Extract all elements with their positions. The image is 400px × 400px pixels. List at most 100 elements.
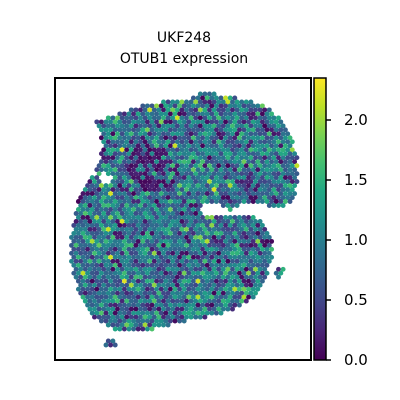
spot	[193, 234, 199, 240]
spot	[276, 115, 281, 121]
spot	[239, 266, 245, 272]
spot	[140, 127, 146, 133]
spot	[190, 95, 196, 101]
spot	[138, 171, 143, 177]
spot	[149, 302, 155, 308]
spot	[108, 342, 114, 348]
spot	[179, 211, 185, 216]
spot	[165, 298, 171, 304]
spot	[248, 163, 254, 169]
spot	[108, 262, 114, 268]
spot	[220, 242, 226, 248]
spot	[239, 147, 245, 153]
spot	[195, 254, 201, 260]
spot	[151, 282, 157, 288]
spot	[170, 99, 176, 105]
spot	[174, 258, 180, 264]
spot	[278, 270, 284, 276]
spot	[121, 222, 127, 228]
spot	[216, 195, 222, 201]
spot	[131, 175, 137, 181]
spot	[255, 222, 261, 228]
spot	[225, 115, 231, 121]
spot	[181, 135, 187, 141]
spot	[110, 163, 116, 169]
spot	[262, 258, 268, 264]
spot	[71, 262, 77, 268]
spot	[190, 278, 196, 284]
spot	[202, 163, 208, 169]
spot	[119, 203, 125, 208]
spot	[207, 226, 212, 232]
spot	[266, 155, 272, 161]
spot	[82, 242, 88, 248]
spot	[285, 187, 291, 193]
spot	[138, 123, 143, 129]
spot	[253, 242, 258, 248]
spot	[165, 266, 171, 272]
spot	[241, 159, 247, 165]
spot	[188, 115, 194, 121]
spot	[239, 234, 245, 240]
spot	[128, 298, 134, 304]
spot	[264, 151, 270, 157]
spot	[151, 171, 157, 177]
spot	[124, 123, 130, 129]
spot	[161, 195, 166, 201]
spot	[142, 123, 148, 129]
spot	[142, 139, 148, 145]
spot	[154, 135, 160, 141]
spot	[204, 175, 210, 181]
spot	[195, 95, 201, 101]
spot	[87, 187, 93, 193]
spot	[170, 250, 176, 256]
spot	[200, 191, 206, 197]
spot	[165, 123, 171, 129]
spot	[190, 270, 196, 276]
spot	[75, 199, 81, 204]
spot	[126, 199, 132, 204]
spot	[163, 238, 169, 244]
spot	[227, 143, 233, 149]
spot	[154, 207, 160, 212]
spot	[225, 298, 231, 304]
spot	[197, 226, 203, 232]
spot	[236, 286, 242, 292]
spot	[230, 115, 235, 121]
spot	[234, 187, 240, 193]
spot	[257, 171, 263, 177]
spot	[112, 159, 118, 165]
spot	[218, 254, 224, 260]
spot	[236, 167, 242, 173]
spot	[207, 187, 212, 193]
spot	[234, 179, 240, 185]
spot	[184, 314, 189, 320]
spot	[250, 191, 256, 197]
spot	[126, 207, 132, 212]
spot	[108, 135, 114, 141]
spot	[158, 286, 164, 292]
spot	[253, 187, 258, 193]
spot	[223, 183, 229, 189]
spot	[172, 302, 178, 308]
spot	[142, 290, 148, 296]
spot	[276, 147, 281, 153]
spot	[230, 274, 235, 280]
spot	[163, 119, 169, 125]
spot	[193, 282, 199, 288]
spot	[216, 258, 222, 264]
spot	[259, 151, 265, 157]
spot	[266, 187, 272, 193]
spot	[131, 143, 137, 149]
spot	[71, 254, 77, 260]
spot	[149, 167, 155, 173]
spot	[236, 151, 242, 157]
spot	[179, 306, 185, 312]
spot	[264, 175, 270, 181]
spot	[115, 219, 120, 224]
spot	[184, 99, 189, 105]
spot	[184, 203, 189, 208]
spot	[101, 258, 107, 264]
spot	[140, 278, 146, 284]
spot	[213, 238, 219, 244]
